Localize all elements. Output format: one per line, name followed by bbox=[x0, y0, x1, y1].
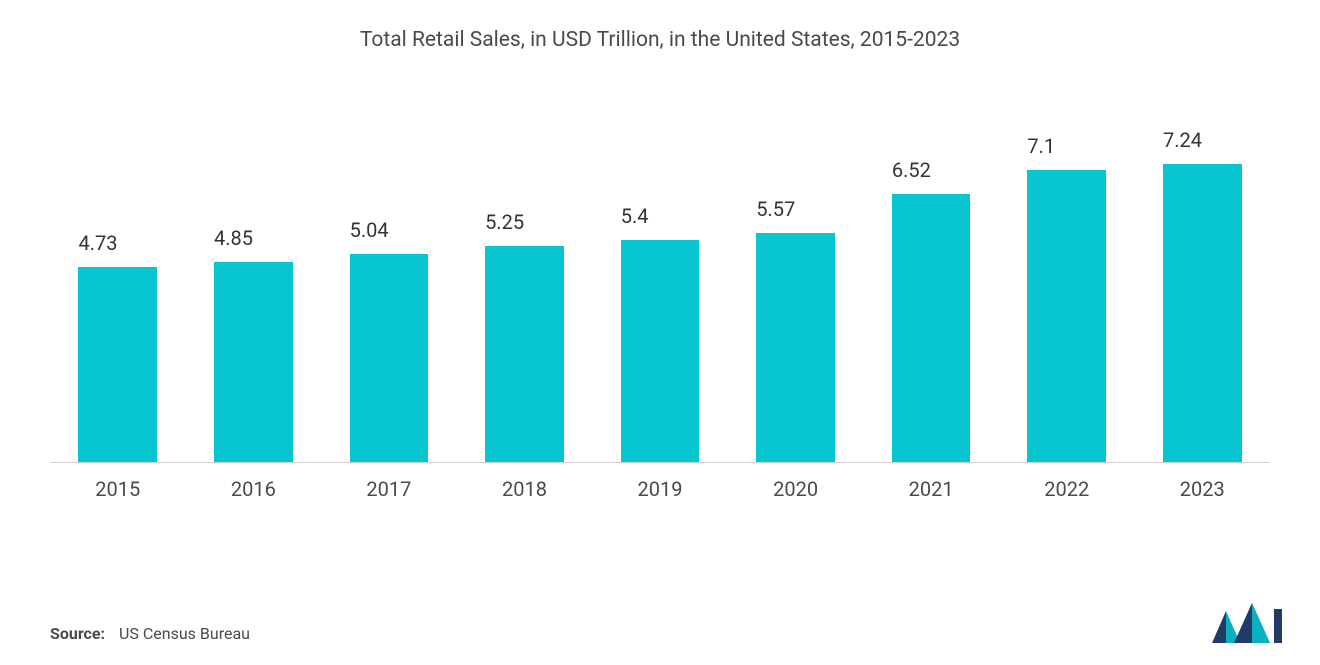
bar-value-label: 5.4 bbox=[621, 204, 649, 228]
bar-value-label: 7.24 bbox=[1163, 128, 1202, 152]
category-label: 2018 bbox=[457, 477, 593, 501]
chart-title: Total Retail Sales, in USD Trillion, in … bbox=[40, 28, 1280, 52]
bar-value-label: 4.73 bbox=[78, 231, 117, 255]
bar-slot: 5.25 bbox=[457, 246, 593, 462]
category-label: 2022 bbox=[999, 477, 1135, 501]
bar-slot: 7.1 bbox=[999, 170, 1135, 462]
source-text: US Census Bureau bbox=[119, 624, 250, 643]
categories-row: 201520162017201820192020202120222023 bbox=[40, 463, 1280, 501]
bar-value-label: 5.25 bbox=[485, 210, 524, 234]
category-label: 2021 bbox=[863, 477, 999, 501]
bar: 5.57 bbox=[756, 233, 835, 462]
bar: 4.85 bbox=[214, 262, 293, 462]
bar-value-label: 5.04 bbox=[350, 218, 389, 242]
bar: 5.4 bbox=[621, 240, 700, 462]
chart-container: Total Retail Sales, in USD Trillion, in … bbox=[0, 0, 1320, 665]
source-footer: Source: US Census Bureau bbox=[50, 624, 250, 643]
bar-value-label: 7.1 bbox=[1027, 134, 1055, 158]
bar-slot: 6.52 bbox=[863, 194, 999, 462]
category-label: 2015 bbox=[50, 477, 186, 501]
bar-slot: 4.85 bbox=[186, 262, 322, 462]
category-label: 2023 bbox=[1135, 477, 1271, 501]
bar-slot: 5.04 bbox=[321, 254, 457, 462]
bar: 5.04 bbox=[350, 254, 429, 462]
bar-slot: 4.73 bbox=[50, 267, 186, 462]
bar: 7.24 bbox=[1163, 164, 1242, 462]
chart-plot-area: 4.734.855.045.255.45.576.527.17.24 20152… bbox=[40, 112, 1280, 542]
brand-logo-icon bbox=[1212, 603, 1282, 647]
category-label: 2017 bbox=[321, 477, 457, 501]
bar: 6.52 bbox=[892, 194, 971, 462]
bar-value-label: 4.85 bbox=[214, 226, 253, 250]
bar-value-label: 6.52 bbox=[892, 158, 931, 182]
bars-row: 4.73 4.85 5.04 5.25 5.4 5.57 6.52 7.1 7.24 bbox=[40, 112, 1280, 462]
bar-slot: 5.57 bbox=[728, 233, 864, 462]
category-label: 2019 bbox=[592, 477, 728, 501]
source-label: Source: bbox=[50, 624, 105, 643]
bar-slot: 5.4 bbox=[592, 240, 728, 462]
category-label: 2020 bbox=[728, 477, 864, 501]
category-label: 2016 bbox=[186, 477, 322, 501]
bar-value-label: 5.57 bbox=[756, 197, 795, 221]
bar: 5.25 bbox=[485, 246, 564, 462]
bar-slot: 7.24 bbox=[1135, 164, 1271, 462]
bar: 4.73 bbox=[78, 267, 157, 462]
bar: 7.1 bbox=[1027, 170, 1106, 462]
